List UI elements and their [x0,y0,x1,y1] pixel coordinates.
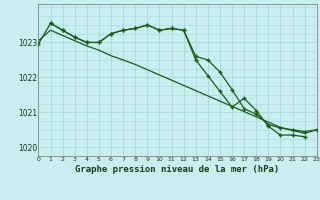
X-axis label: Graphe pression niveau de la mer (hPa): Graphe pression niveau de la mer (hPa) [76,165,280,174]
